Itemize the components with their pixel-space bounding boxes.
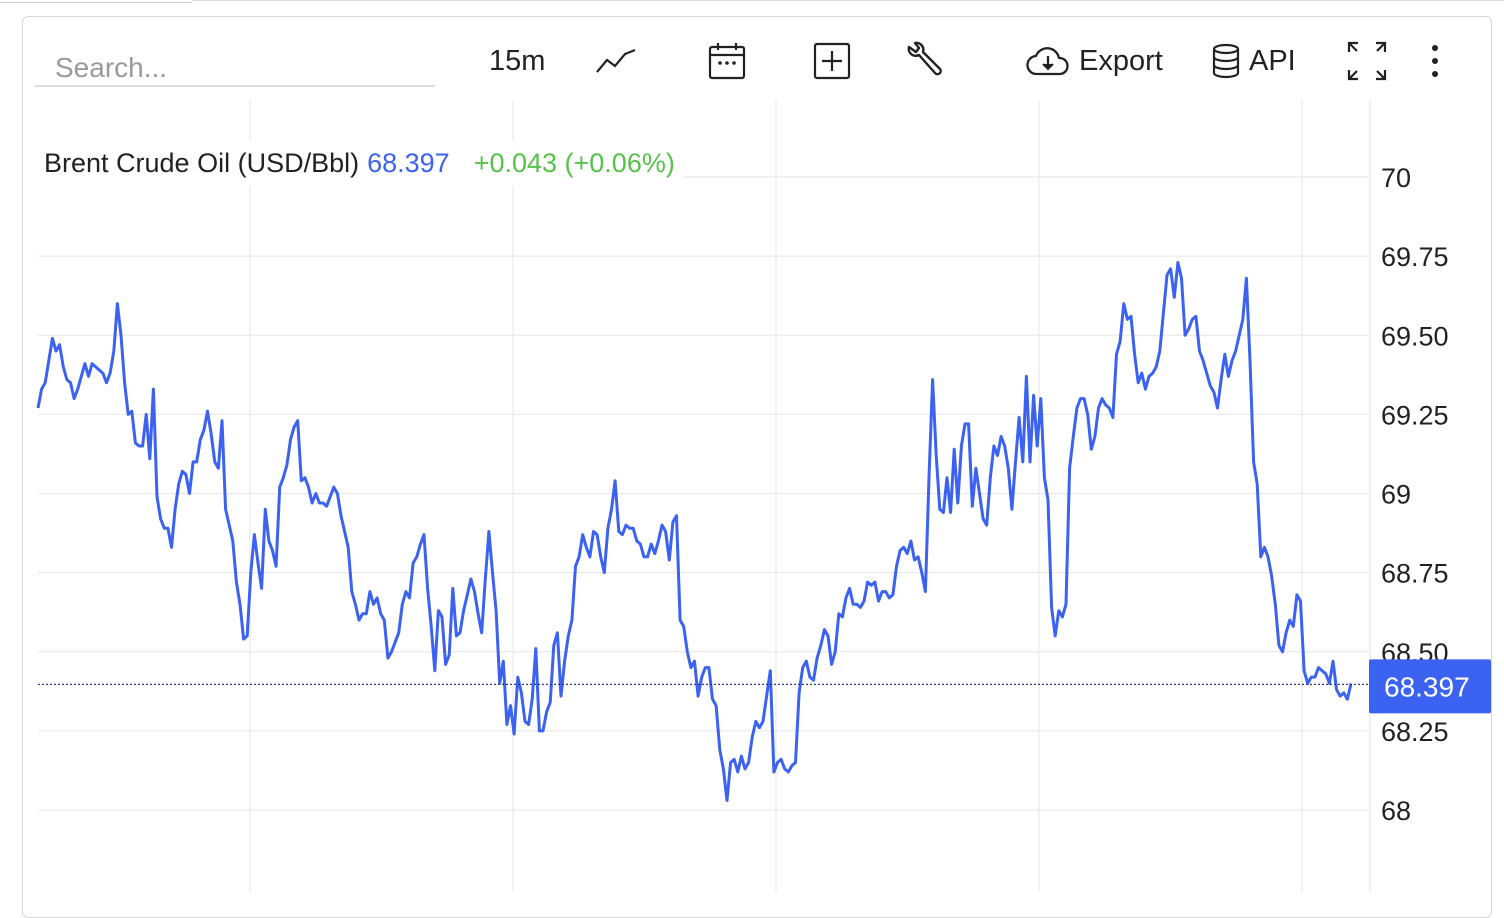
y-tick-label: 69.50 — [1381, 321, 1449, 351]
fullscreen-button[interactable] — [1347, 39, 1387, 83]
export-label: Export — [1079, 44, 1163, 77]
api-label: API — [1249, 44, 1296, 77]
chart-toolbar: 15m — [23, 17, 1491, 107]
vertical-gridlines — [249, 100, 1303, 892]
y-tick-label: 70 — [1381, 163, 1411, 193]
current-price-tag — [1369, 659, 1491, 714]
y-tick-label: 68.25 — [1381, 717, 1449, 747]
database-icon — [1212, 43, 1240, 79]
chart-type-button[interactable] — [595, 39, 637, 83]
interval-button[interactable]: 15m — [489, 39, 545, 83]
current-price-tag-label: 68.397 — [1384, 671, 1470, 702]
date-range-button[interactable] — [707, 39, 747, 83]
series-line — [36, 261, 1353, 802]
instrument-name: Brent Crude Oil (USD/Bbl) — [44, 147, 360, 178]
export-button[interactable]: Export — [1025, 39, 1163, 83]
line-chart-icon — [596, 48, 636, 73]
more-vertical-icon — [1432, 45, 1438, 77]
horizontal-gridlines — [38, 176, 1368, 811]
top-divider — [192, 0, 1504, 3]
interval-label: 15m — [489, 44, 546, 77]
calendar-icon — [708, 43, 746, 80]
chart-legend: Brent Crude Oil (USD/Bbl) 68.397 +0.043 … — [36, 140, 683, 186]
legend-change: +0.043 (+0.06%) — [473, 147, 675, 178]
y-tick-label: 69 — [1381, 480, 1411, 510]
y-tick-label: 68.75 — [1381, 559, 1449, 589]
tools-button[interactable] — [905, 39, 943, 83]
api-button[interactable]: API — [1211, 39, 1296, 83]
wrench-icon — [907, 41, 942, 76]
top-tab-edge — [0, 0, 192, 3]
expand-icon — [1347, 41, 1387, 81]
y-tick-label: 68 — [1381, 796, 1411, 826]
search-input[interactable] — [35, 43, 435, 87]
cloud-download-icon — [1026, 47, 1069, 76]
plus-square-icon — [813, 42, 851, 80]
more-menu-button[interactable] — [1429, 39, 1441, 83]
y-tick-label: 69.75 — [1381, 242, 1449, 272]
legend-price: 68.397 — [367, 147, 450, 178]
add-indicator-button[interactable] — [813, 39, 851, 83]
y-tick-label: 69.25 — [1381, 400, 1449, 430]
